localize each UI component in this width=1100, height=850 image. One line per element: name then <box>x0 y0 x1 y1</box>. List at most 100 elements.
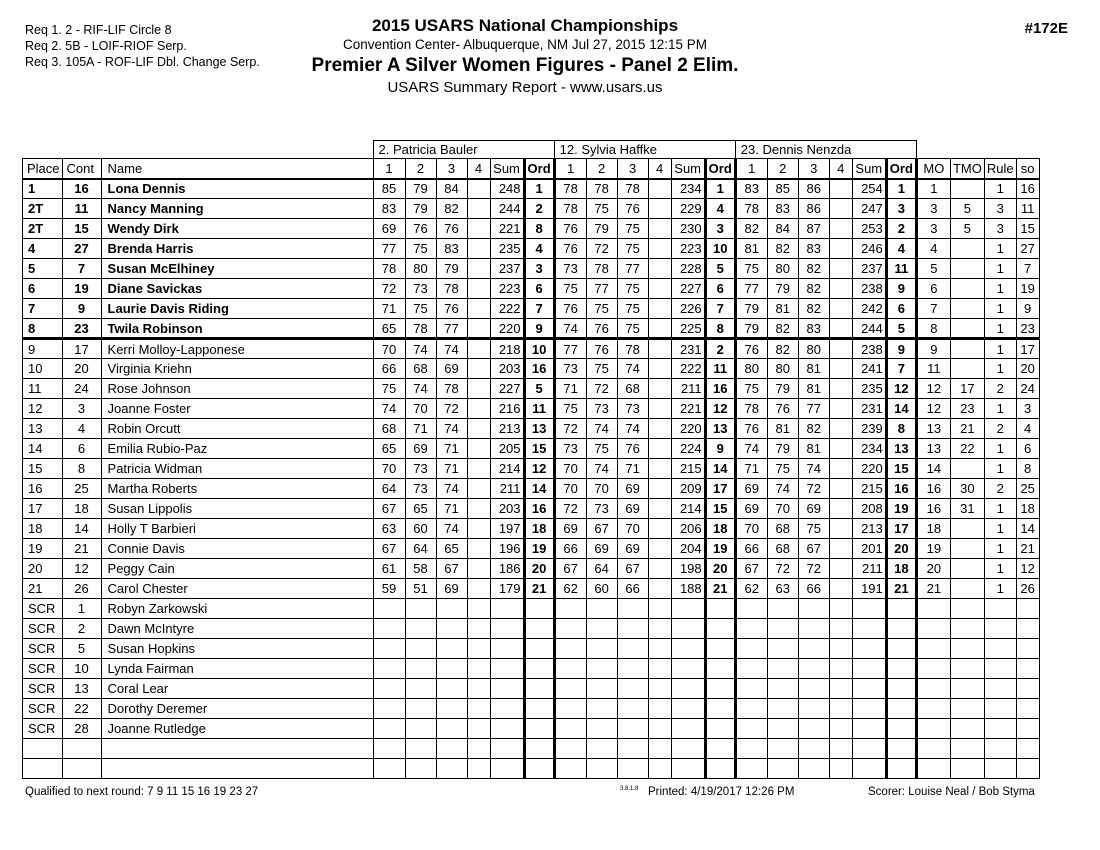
cell: 7 <box>884 358 918 379</box>
cell <box>884 698 918 719</box>
cell: 246 <box>851 238 887 259</box>
judge-header-spacer-right <box>916 141 1039 159</box>
cell: 8 <box>703 318 737 340</box>
cell: 18 <box>703 518 737 539</box>
cell <box>828 398 853 419</box>
cell: 73 <box>553 258 587 279</box>
cell: 1 <box>983 298 1017 319</box>
cell: Virginia Kriehn <box>100 358 374 379</box>
cell: 1 <box>983 538 1017 559</box>
cell <box>670 658 706 679</box>
table-row: 12 3 Joanne Foster 74 70 72 216 11 75 73 73 221 12 78… <box>22 398 1040 419</box>
cell: 71 <box>404 418 437 439</box>
cell: 76 <box>585 338 618 359</box>
cell <box>489 678 525 699</box>
cell: Laurie Davis Riding <box>100 298 374 319</box>
cell: 84 <box>766 218 799 239</box>
cell: 5 <box>949 198 985 219</box>
cell: 188 <box>670 578 706 599</box>
cell: 75 <box>404 238 437 259</box>
cell <box>647 258 672 279</box>
cell: 70 <box>616 518 649 539</box>
cell: 13 <box>522 418 556 439</box>
cell: 72 <box>585 238 618 259</box>
cell: 19 <box>22 538 63 559</box>
cell: 13 <box>22 418 63 439</box>
cell: 5 <box>949 218 985 239</box>
cell: 5 <box>522 378 556 399</box>
cell <box>466 538 491 559</box>
cell <box>797 658 830 679</box>
judge-2-name: 12. Sylvia Haffke <box>553 140 736 159</box>
cell: 78 <box>616 178 649 199</box>
cell: 8 <box>522 218 556 239</box>
cell <box>949 758 985 779</box>
cell <box>466 238 491 259</box>
cell <box>647 598 672 619</box>
cell: 9 <box>22 338 63 359</box>
cell: 20 <box>915 558 951 579</box>
cell: 198 <box>670 558 706 579</box>
cell <box>670 638 706 659</box>
cell <box>553 678 587 699</box>
cell: 76 <box>404 218 437 239</box>
cell: 22 <box>949 438 985 459</box>
cell: 6 <box>915 278 951 299</box>
cell: 81 <box>797 378 830 399</box>
col-j1-ord: Ord <box>522 158 556 180</box>
cell: 8 <box>884 418 918 439</box>
version-text: 3.8.1.8 <box>620 786 639 792</box>
cell <box>703 758 737 779</box>
cell: 74 <box>404 338 437 359</box>
cell: 67 <box>553 558 587 579</box>
cell: 75 <box>766 458 799 479</box>
cell: 5 <box>61 638 102 659</box>
cell: 1 <box>983 178 1017 199</box>
cell <box>647 358 672 379</box>
cell: 82 <box>797 298 830 319</box>
cell <box>647 238 672 259</box>
cell: Peggy Cain <box>100 558 374 579</box>
cell: Wendy Dirk <box>100 218 374 239</box>
cell: 85 <box>372 178 406 199</box>
cell <box>734 718 768 739</box>
cell <box>522 598 556 619</box>
cell: 70 <box>553 478 587 499</box>
cell: 83 <box>372 198 406 219</box>
cell: 244 <box>489 198 525 219</box>
cell <box>983 638 1017 659</box>
cell: 203 <box>489 498 525 519</box>
cell <box>828 178 853 199</box>
cell: 77 <box>797 398 830 419</box>
cell: 3 <box>915 218 951 239</box>
table-row: 1 16 Lona Dennis 85 79 84 248 1 78 78 78 234 1 83 85 86… <box>22 178 1040 199</box>
cell <box>734 678 768 699</box>
cell: 68 <box>372 418 406 439</box>
cell: 14 <box>884 398 918 419</box>
cell: 4 <box>1015 418 1040 439</box>
cell: 69 <box>616 538 649 559</box>
cell: 5 <box>703 258 737 279</box>
cell: 69 <box>585 538 618 559</box>
cell <box>915 738 951 759</box>
cell: 78 <box>734 398 768 419</box>
cell: 204 <box>670 538 706 559</box>
table-row: 16 25 Martha Roberts 64 73 74 211 14 70 70 69 209 17… <box>22 478 1040 499</box>
table-row: SCR 1 Robyn Zarkowski <box>22 598 1040 619</box>
cell: 16 <box>522 358 556 379</box>
cell: 13 <box>915 418 951 439</box>
cell: 1 <box>983 358 1017 379</box>
cell: 74 <box>404 378 437 399</box>
cell: 221 <box>489 218 525 239</box>
cell: 13 <box>61 678 102 699</box>
cell: 76 <box>435 218 468 239</box>
col-place: Place <box>22 158 63 180</box>
cell <box>647 658 672 679</box>
cell: 11 <box>61 198 102 219</box>
cell <box>435 678 468 699</box>
cell <box>983 718 1017 739</box>
cell: 3 <box>1015 398 1040 419</box>
cell: 72 <box>797 558 830 579</box>
cell <box>647 698 672 719</box>
cell: 253 <box>851 218 887 239</box>
